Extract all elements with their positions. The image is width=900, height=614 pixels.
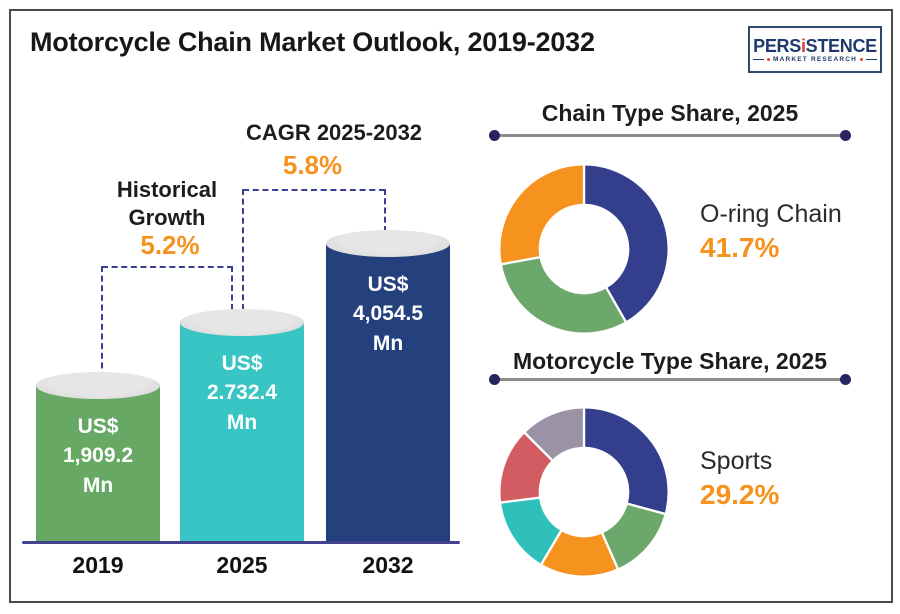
historical-growth-value: 5.2% — [140, 230, 200, 260]
historical-bracket-right-drop — [231, 266, 233, 310]
divider-left-dot — [489, 130, 500, 141]
bar-2032: US$ 4,054.5 Mn 2032 — [326, 230, 450, 578]
bar-2019-value-label: US$ 1,909.2 Mn — [62, 415, 134, 497]
bar-2032-value-label: US$ 4,054.5 Mn — [352, 273, 424, 355]
donut-segment — [523, 406, 586, 462]
divider-left-dot — [489, 374, 500, 385]
historical-bracket-horizontal — [102, 266, 233, 268]
cagr-bracket-horizontal — [243, 189, 385, 191]
bar-2019-top-ellipse — [36, 372, 160, 399]
chain-type-callout-label: O-ring Chain — [700, 200, 842, 228]
motorcycle-type-donut-chart — [498, 406, 670, 578]
chain-type-divider — [489, 130, 851, 141]
logo-right-line — [866, 58, 878, 60]
motorcycle-type-callout: Sports 29.2% — [700, 447, 890, 511]
brand-logo-subtitle: MARKET RESEARCH — [772, 55, 858, 63]
brand-logo: PERSiSTENCE MARKET RESEARCH — [748, 26, 882, 73]
page-title: Motorcycle Chain Market Outlook, 2019-20… — [30, 27, 595, 57]
cagr-bracket-right-drop — [384, 189, 386, 232]
logo-left-dot — [766, 57, 770, 61]
bar-2025: US$ 2.732.4 Mn 2025 — [180, 309, 304, 578]
motorcycle-type-divider — [489, 374, 851, 385]
logo-red-i: i — [800, 35, 806, 56]
cagr-label: CAGR 2025-2032 — [245, 120, 423, 145]
donut-segment-o-ring-chain — [582, 163, 670, 324]
motorcycle-type-callout-label: Sports — [700, 447, 773, 475]
donut-segment-sports — [582, 406, 670, 516]
cagr-value: 5.8% — [282, 150, 343, 180]
logo-left-line — [752, 58, 764, 60]
bar-2019: US$ 1,909.2 Mn 2019 — [36, 372, 160, 578]
historical-bracket-left-drop — [101, 266, 103, 378]
motorcycle-type-share-title: Motorcycle Type Share, 2025 — [512, 348, 828, 374]
bar-2032-top-ellipse — [326, 230, 450, 257]
x-axis-label-2019: 2019 — [72, 552, 124, 578]
x-axis-line — [22, 541, 460, 544]
historical-growth-label: Historical Growth — [116, 177, 218, 230]
divider-right-dot — [840, 374, 851, 385]
bar-2025-top-ellipse — [180, 309, 304, 336]
bar-2025-value-label: US$ 2.732.4 Mn — [206, 352, 278, 434]
chain-type-callout-value: 41.7% — [700, 231, 780, 263]
logo-right-dot — [860, 57, 864, 61]
chain-type-callout: O-ring Chain 41.7% — [700, 200, 890, 264]
cagr-bracket-left-drop — [242, 189, 244, 310]
x-axis-label-2032: 2032 — [362, 552, 414, 578]
motorcycle-type-callout-value: 29.2% — [700, 478, 780, 510]
divider-right-dot — [840, 130, 851, 141]
chain-type-donut-chart — [498, 163, 670, 335]
donut-segment — [499, 255, 628, 335]
chain-type-share-title: Chain Type Share, 2025 — [541, 100, 799, 126]
x-axis-label-2025: 2025 — [216, 552, 268, 578]
donut-segment — [498, 163, 586, 266]
brand-logo-subtitle-row: MARKET RESEARCH — [752, 55, 878, 63]
brand-logo-wordmark: PERSiSTENCE — [753, 35, 877, 56]
